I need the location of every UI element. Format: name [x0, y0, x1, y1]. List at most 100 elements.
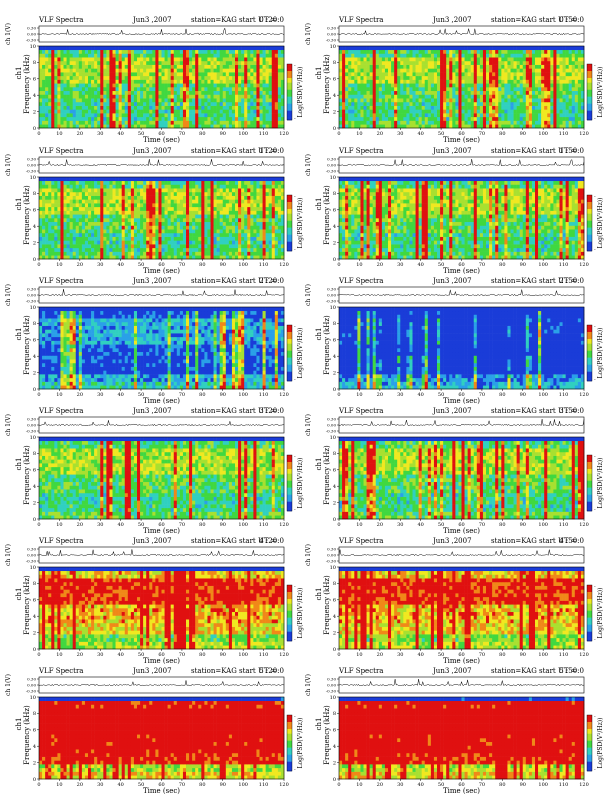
spectrogram-cell [385, 68, 388, 72]
spectrogram-cell [177, 244, 180, 248]
spectrogram-cell [162, 233, 165, 237]
spectrogram-cell [342, 117, 345, 121]
spectrogram-cell [455, 83, 458, 87]
spectrogram-cell [394, 98, 397, 102]
spectrogram-cell [529, 117, 532, 121]
spectrogram-cell [547, 76, 550, 80]
spectrogram-cell [269, 53, 272, 57]
spectrogram-cell [189, 102, 192, 106]
spectrogram-cell [250, 102, 253, 106]
spectrogram-cell [272, 80, 275, 84]
spectrogram-cell [131, 248, 134, 252]
spectrogram-cell [122, 233, 125, 237]
spectrogram-cell [578, 94, 581, 98]
spectrogram-cell [51, 196, 54, 200]
spectrogram-cell [419, 121, 422, 125]
spectrogram-cell [64, 225, 67, 229]
spectrogram-cell [260, 113, 263, 117]
trace-line [39, 28, 284, 35]
spectrogram-cell [406, 106, 409, 110]
spectrogram-cell [575, 50, 578, 54]
spectrogram-cell [226, 94, 229, 98]
spectrogram-cell [165, 102, 168, 106]
spectrogram-cell [54, 196, 57, 200]
spectrogram-cell [103, 106, 106, 110]
spectrogram-cell [578, 109, 581, 113]
spectrogram-cell [223, 94, 226, 98]
spectrogram-cell [419, 91, 422, 95]
spectrogram-cell [560, 50, 563, 54]
spectrogram-cell [382, 113, 385, 117]
spectrogram-cell [244, 255, 247, 259]
spectrogram-cell [269, 199, 272, 203]
spectrogram-cell [183, 113, 186, 117]
spectrogram-cell [547, 68, 550, 72]
spectrogram-cell [109, 233, 112, 237]
spectrogram-cell [119, 76, 122, 80]
spectrogram-cell [364, 102, 367, 106]
spectrogram-cell [468, 121, 471, 125]
spectrogram-cell [250, 117, 253, 121]
spectrogram-cell [149, 255, 152, 259]
spectrogram-cell [364, 94, 367, 98]
spectrogram-cell [229, 240, 232, 244]
spectrogram-cell [195, 117, 198, 121]
spectrogram-cell [400, 121, 403, 125]
spectrogram-cell [480, 102, 483, 106]
spectrogram-cell [97, 117, 100, 121]
spectrogram-cell [256, 248, 259, 252]
spectrogram-cell [211, 121, 214, 125]
spectrogram-cell [195, 113, 198, 117]
spectrogram-cell [88, 91, 91, 95]
spectrogram-cell [247, 218, 250, 222]
spectrogram-cell [57, 61, 60, 65]
spectrogram-cell [376, 124, 379, 128]
spectrogram-cell [468, 76, 471, 80]
spectrogram-cell [364, 72, 367, 76]
spectrogram-cell [260, 199, 263, 203]
spectrogram-cell [272, 113, 275, 117]
spectrogram-cell [232, 65, 235, 69]
spectrogram-cell [192, 87, 195, 91]
spectrogram-cell [403, 53, 406, 57]
spectrogram-cell [220, 87, 223, 91]
spectrogram-cell [195, 207, 198, 211]
trace-tick-label: -0.30 [326, 38, 337, 43]
spectrogram-cell [563, 121, 566, 125]
spectrogram-cell [376, 98, 379, 102]
spectrogram-cell [232, 237, 235, 241]
spectrogram-cell [109, 229, 112, 233]
spectrogram-cell [247, 124, 250, 128]
spectrogram-cell [220, 76, 223, 80]
spectrogram-cell [48, 211, 51, 215]
spectrogram-cell [192, 53, 195, 57]
spectrogram-cell [486, 50, 489, 54]
spectrogram-cell [266, 244, 269, 248]
spectrogram-cell [204, 199, 207, 203]
spectrogram-cell [339, 46, 342, 50]
spectrogram-cell [103, 255, 106, 259]
spectrogram-cell [73, 225, 76, 229]
spectrogram-cell [578, 98, 581, 102]
spectrogram-cell [553, 106, 556, 110]
spectrogram-cell [189, 225, 192, 229]
spectrogram-cell [367, 72, 370, 76]
spectrogram-cell [64, 109, 67, 113]
spectrogram-cell [507, 98, 510, 102]
spectrogram-cell [140, 87, 143, 91]
spectrogram-cell [263, 214, 266, 218]
spectrogram-cell [269, 72, 272, 76]
spectrogram-cell [82, 72, 85, 76]
spectrogram-cell [91, 61, 94, 65]
spectrogram-cell [235, 94, 238, 98]
spectrogram-cell [45, 106, 48, 110]
spectrogram-cell [345, 113, 348, 117]
spectrogram-cell [100, 225, 103, 229]
spectrogram-cell [214, 252, 217, 256]
spectrogram-cell [119, 65, 122, 69]
spectrogram-cell [465, 94, 468, 98]
spectrogram-cell [465, 57, 468, 61]
spectrogram-cell [162, 113, 165, 117]
spectrogram-cell [226, 203, 229, 207]
spectrogram-cell [462, 61, 465, 65]
